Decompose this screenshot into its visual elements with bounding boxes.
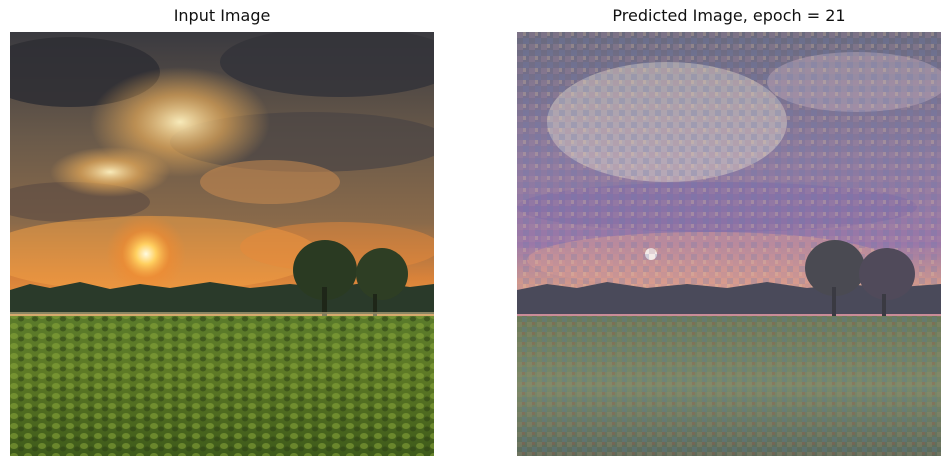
input-image xyxy=(10,32,434,456)
predicted-image-title: Predicted Image, epoch = 21 xyxy=(612,6,846,25)
predicted-panel: Predicted Image, epoch = 21 xyxy=(517,0,941,465)
input-image-title: Input Image xyxy=(173,6,271,25)
predicted-image xyxy=(517,32,941,456)
input-panel: Input Image xyxy=(10,0,434,465)
